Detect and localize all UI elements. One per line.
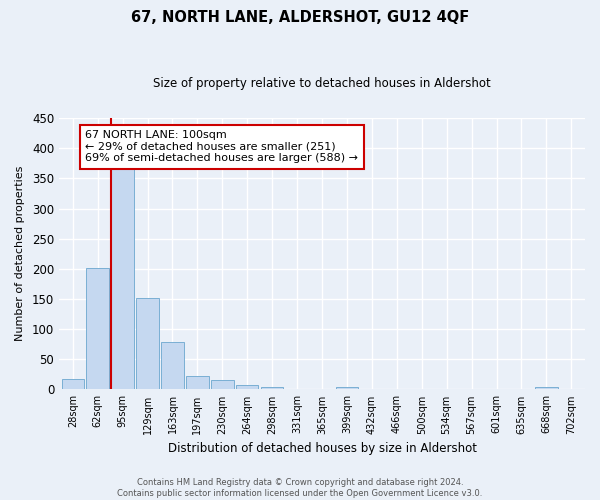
Bar <box>261 387 283 390</box>
X-axis label: Distribution of detached houses by size in Aldershot: Distribution of detached houses by size … <box>167 442 476 455</box>
Text: 67, NORTH LANE, ALDERSHOT, GU12 4QF: 67, NORTH LANE, ALDERSHOT, GU12 4QF <box>131 10 469 25</box>
Bar <box>535 387 557 390</box>
Bar <box>62 378 84 390</box>
Text: Contains HM Land Registry data © Crown copyright and database right 2024.
Contai: Contains HM Land Registry data © Crown c… <box>118 478 482 498</box>
Bar <box>236 385 259 390</box>
Bar <box>161 342 184 390</box>
Bar <box>86 268 109 390</box>
Y-axis label: Number of detached properties: Number of detached properties <box>15 166 25 342</box>
Bar <box>211 380 233 390</box>
Bar <box>112 170 134 390</box>
Bar <box>136 298 159 390</box>
Bar <box>336 387 358 390</box>
Bar <box>186 376 209 390</box>
Title: Size of property relative to detached houses in Aldershot: Size of property relative to detached ho… <box>153 78 491 90</box>
Text: 67 NORTH LANE: 100sqm
← 29% of detached houses are smaller (251)
69% of semi-det: 67 NORTH LANE: 100sqm ← 29% of detached … <box>85 130 358 164</box>
